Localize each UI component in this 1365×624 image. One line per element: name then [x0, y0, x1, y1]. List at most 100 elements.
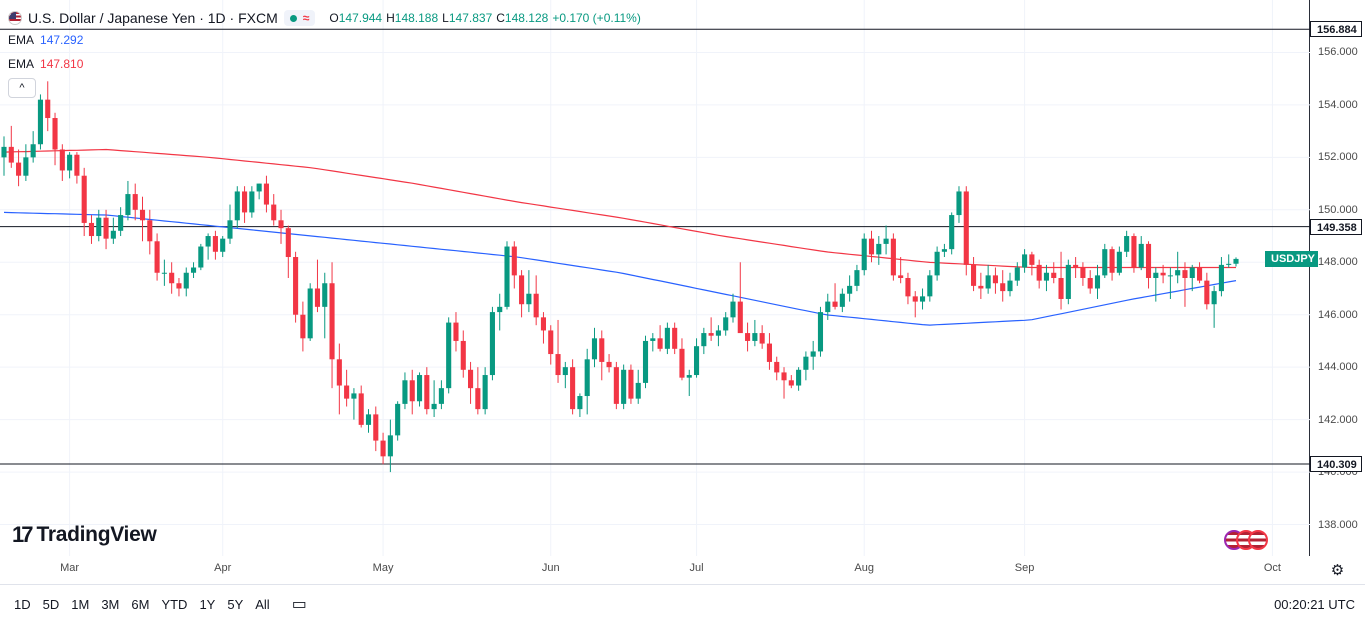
- ohlc-close-value: 148.128: [504, 11, 549, 25]
- candle-body: [766, 343, 772, 362]
- ohlc-high-label: H: [386, 11, 395, 25]
- candle-body: [752, 333, 758, 341]
- candle-body: [1160, 272, 1166, 276]
- price-tick: 142.000: [1318, 413, 1358, 426]
- collapse-legend-button[interactable]: ^: [8, 78, 36, 98]
- candle-body: [555, 354, 561, 376]
- candle-body: [927, 275, 933, 297]
- candle-body: [628, 369, 634, 399]
- clock-utc[interactable]: 00:20:21 UTC: [1274, 596, 1355, 612]
- candle-body: [190, 267, 197, 273]
- candle-body: [1233, 258, 1239, 264]
- candle-body: [468, 369, 474, 389]
- candle-body: [912, 296, 918, 302]
- indicator-ema-slow[interactable]: EMA 147.810: [8, 52, 641, 76]
- candle-body: [548, 330, 554, 355]
- candle-body: [380, 440, 386, 457]
- candle-body: [949, 215, 955, 250]
- price-tick: 150.000: [1318, 203, 1358, 216]
- candle-body: [992, 275, 998, 284]
- market-open-dot-icon: [289, 14, 297, 22]
- timeframe-ytd[interactable]: YTD: [161, 596, 188, 612]
- currency-badges[interactable]: [1224, 530, 1268, 550]
- us-flag-icon: [8, 11, 22, 25]
- candle-body: [1204, 280, 1210, 305]
- candle-body: [679, 348, 685, 378]
- candle-body: [1153, 272, 1159, 278]
- ohlc-open-value: 147.944: [338, 11, 383, 25]
- indicator-ema-fast[interactable]: EMA 147.292: [8, 28, 641, 52]
- price-axis[interactable]: 156.000 154.000 152.000 150.000 148.000 146.0…: [1265, 0, 1365, 556]
- chart-pane[interactable]: U.S. Dollar / Japanese Yen · 1D · FXCM ≈…: [0, 0, 1310, 556]
- ohlc-values: O147.944 H148.188 L147.837 C148.128 +0.1…: [329, 11, 640, 25]
- timeframe-6m[interactable]: 6M: [131, 596, 150, 612]
- candle-body: [234, 191, 240, 221]
- timeframe-all[interactable]: All: [255, 596, 270, 612]
- candle-body: [242, 191, 248, 213]
- candle-body: [169, 272, 175, 284]
- candle-body: [1211, 291, 1217, 305]
- candle-body: [898, 275, 904, 278]
- candle-body: [1109, 249, 1115, 273]
- indicator-name: EMA: [8, 33, 35, 47]
- candle-body: [293, 257, 299, 315]
- candle-body: [1124, 236, 1130, 252]
- candle-body: [737, 301, 743, 334]
- calendar-range-icon[interactable]: ▭: [291, 596, 307, 613]
- settings-gear-icon[interactable]: ⚙: [1310, 556, 1365, 585]
- candle-body: [402, 380, 408, 404]
- ohlc-high-value: 148.188: [394, 11, 439, 25]
- candle-body: [74, 154, 80, 176]
- candle-body: [198, 246, 204, 268]
- ohlc-close-label: C: [496, 11, 505, 25]
- candle-body: [591, 338, 598, 360]
- candle-body: [307, 288, 313, 339]
- candle-body: [1007, 280, 1013, 292]
- candle-body: [446, 322, 452, 389]
- time-tick: Oct: [1263, 562, 1281, 574]
- price-tick: 148.000: [1318, 256, 1358, 269]
- timeframe-1d[interactable]: 1D: [14, 596, 31, 612]
- candle-body: [876, 243, 882, 255]
- candle-body: [708, 333, 714, 336]
- timeframe-5y[interactable]: 5Y: [227, 596, 244, 612]
- candle-body: [599, 338, 605, 362]
- candle-body: [30, 144, 36, 158]
- timeframe-3m[interactable]: 3M: [101, 596, 120, 612]
- candle-body: [577, 396, 583, 410]
- symbol-title[interactable]: U.S. Dollar / Japanese Yen · 1D · FXCM: [28, 10, 278, 26]
- candle-body: [817, 312, 824, 352]
- level-price-label: 149.358: [1310, 218, 1362, 235]
- candle-body: [271, 204, 277, 221]
- candle-body: [1051, 272, 1057, 278]
- candle-body: [730, 301, 736, 318]
- candle-body: [489, 312, 495, 376]
- price-tick: 146.000: [1318, 308, 1358, 321]
- candle-body: [351, 393, 357, 399]
- candle-body: [1145, 243, 1152, 278]
- candle-body: [212, 236, 218, 252]
- timeframe-1y[interactable]: 1Y: [199, 596, 216, 612]
- timeframe-1m[interactable]: 1M: [71, 596, 90, 612]
- candle-body: [788, 380, 794, 386]
- candle-body: [941, 249, 947, 252]
- indicator-value: 147.810: [40, 57, 84, 71]
- candle-body: [220, 238, 226, 252]
- candle-body: [847, 285, 853, 294]
- time-axis[interactable]: Mar Apr May Jun Jul Aug Sep Oct: [0, 556, 1310, 585]
- tradingview-logo[interactable]: 17 TradingView: [12, 522, 157, 548]
- candle-body: [263, 183, 269, 205]
- candle-body: [606, 361, 612, 368]
- candle-body: [103, 217, 109, 239]
- candle-body: [781, 372, 787, 381]
- timeframe-5d[interactable]: 5D: [42, 596, 60, 612]
- candle-body: [672, 327, 678, 349]
- candle-body: [52, 118, 58, 150]
- price-plot[interactable]: [0, 0, 1310, 556]
- candle-body: [861, 238, 867, 271]
- market-status-pill[interactable]: ≈: [283, 10, 316, 26]
- candle-body: [934, 251, 940, 276]
- candle-body: [409, 380, 415, 402]
- ema-slow-line: [3, 148, 1236, 269]
- candle-body: [23, 157, 29, 176]
